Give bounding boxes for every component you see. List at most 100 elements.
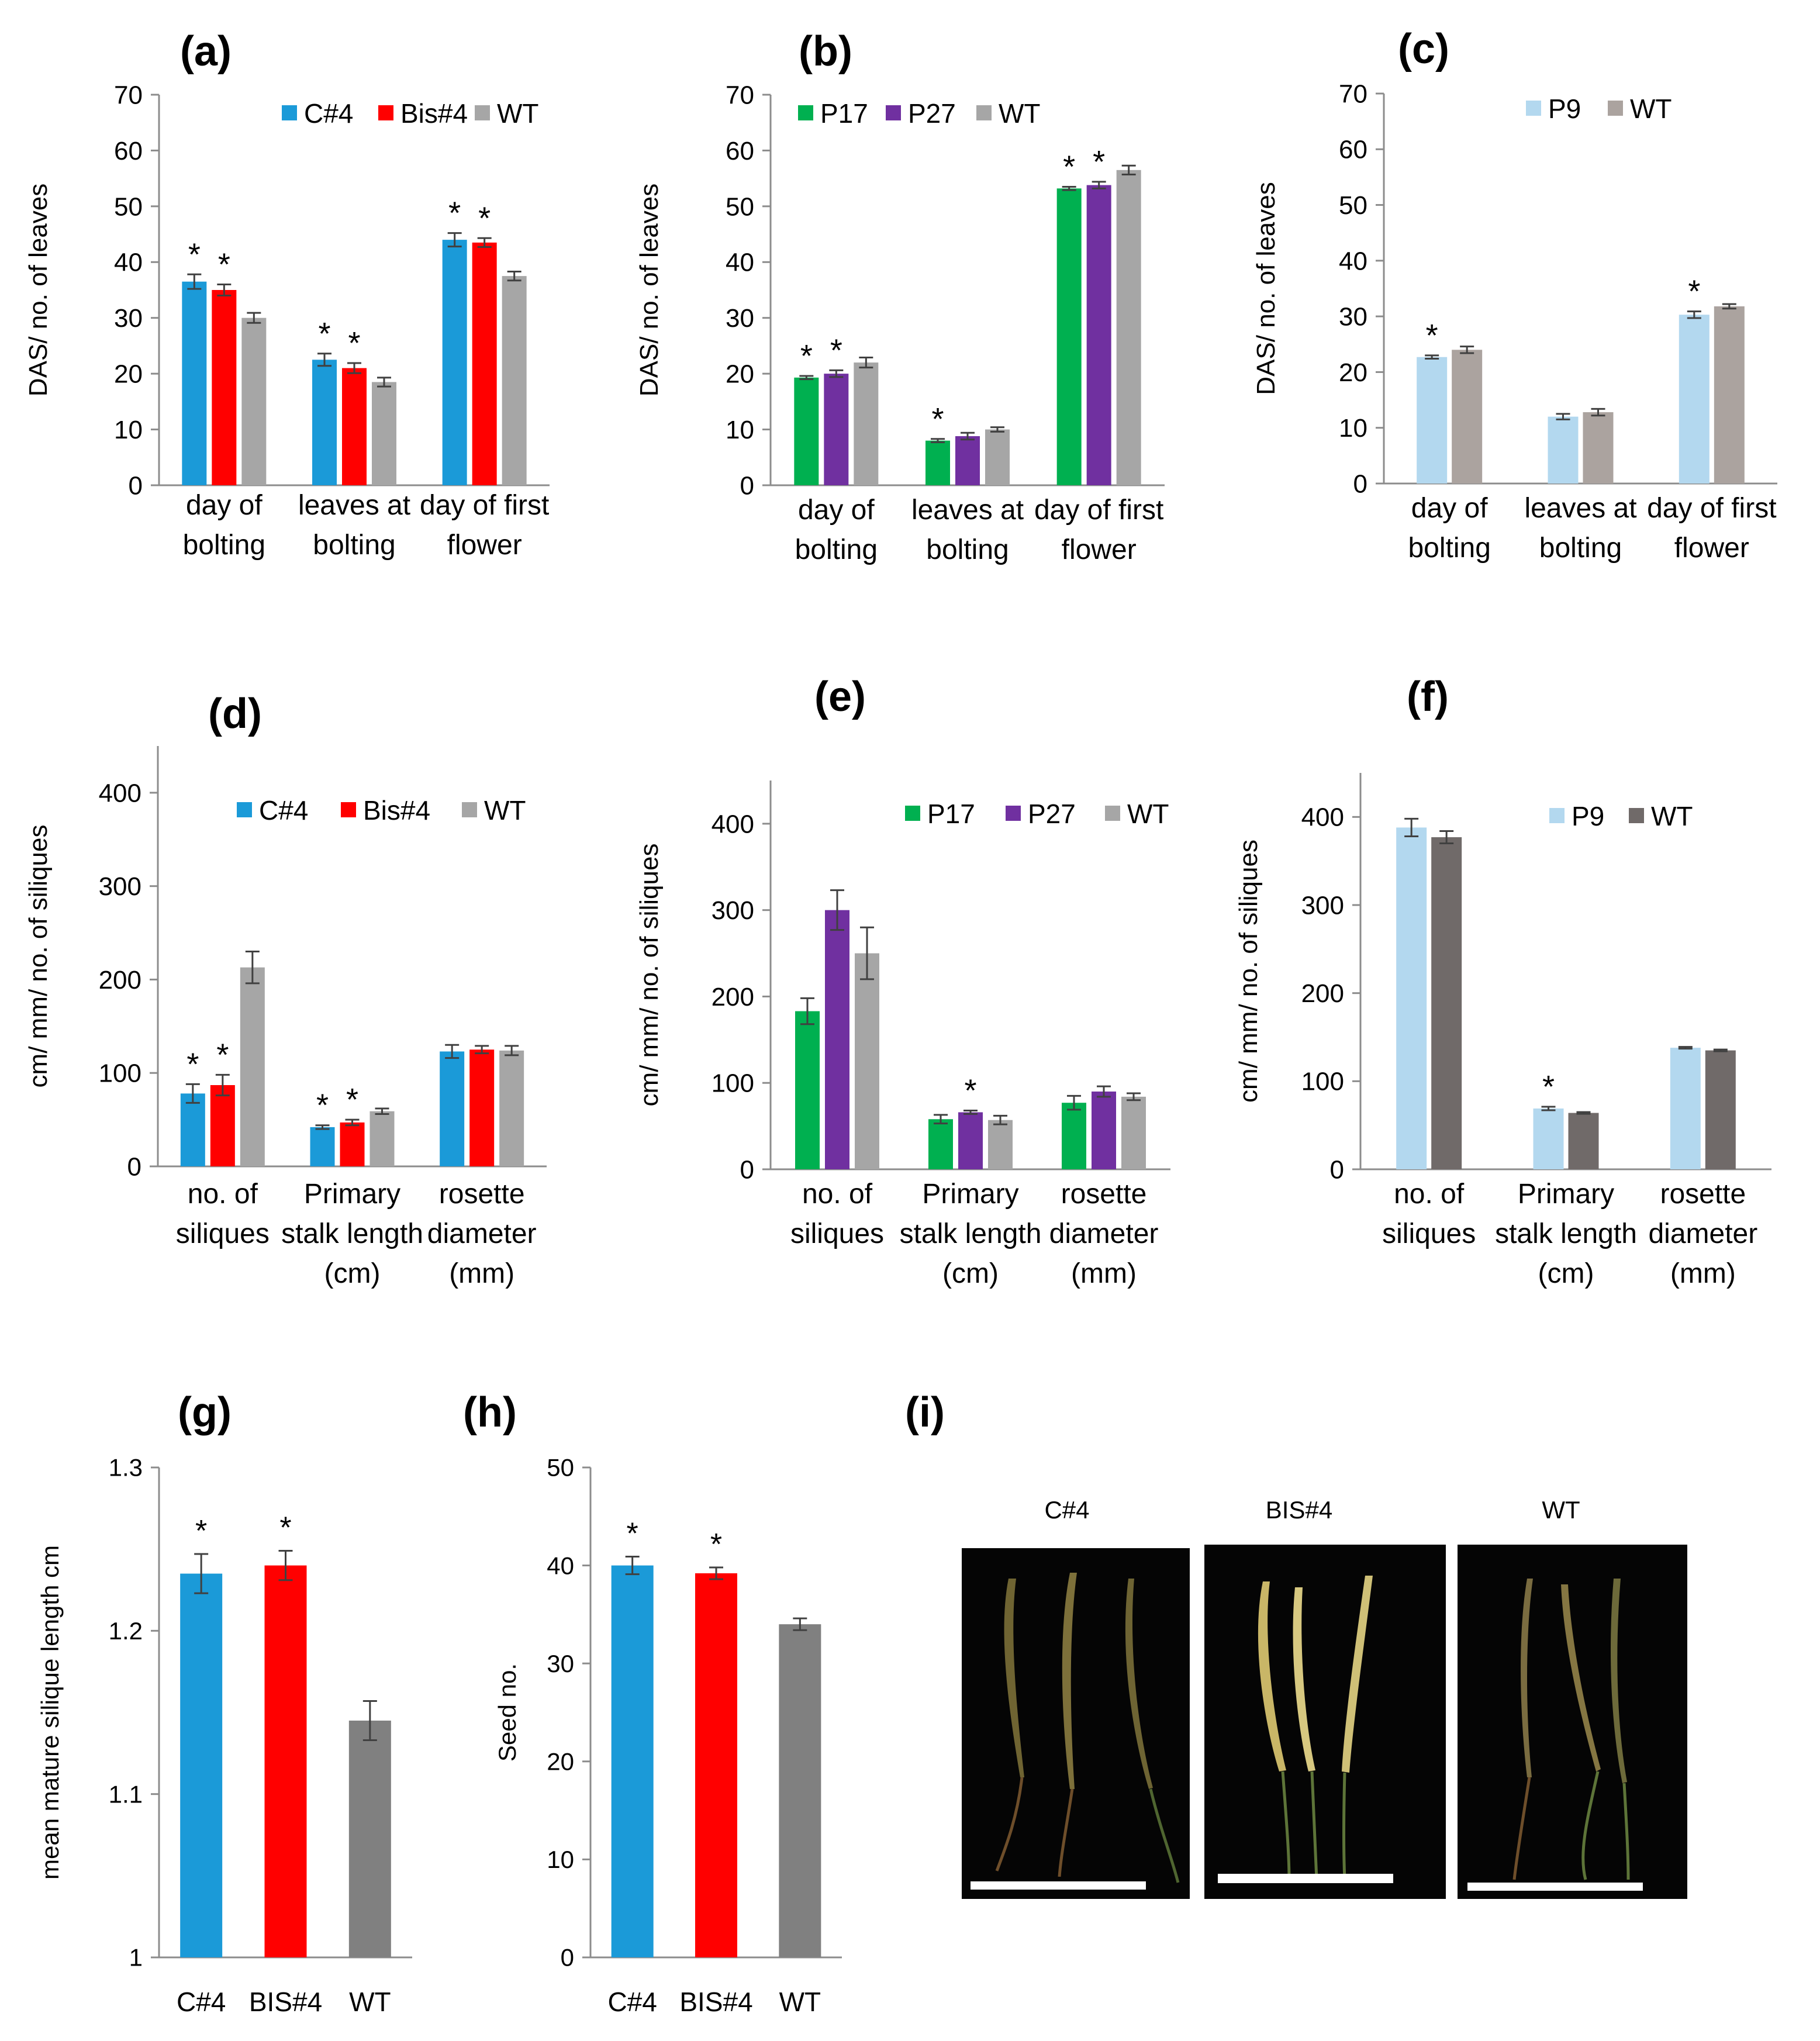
significance-star: * [830, 333, 842, 368]
photo-bis4 [1204, 1545, 1446, 1899]
legend-label: P27 [1028, 799, 1076, 829]
bar [795, 1011, 820, 1169]
significance-star: * [188, 237, 201, 272]
bar [264, 1565, 307, 1957]
y-axis-label: DAS/ no. of leaves [24, 184, 53, 396]
y-tick-label: 50 [726, 192, 754, 221]
x-tick-label: day of [1411, 493, 1488, 524]
legend-swatch [237, 802, 252, 817]
legend-swatch [886, 105, 901, 120]
x-tick-label: diameter [1049, 1218, 1159, 1249]
legend-swatch [1629, 808, 1644, 823]
scale-bar [971, 1881, 1146, 1890]
y-tick-label: 400 [712, 810, 754, 838]
x-tick-label: (cm) [324, 1258, 381, 1289]
significance-star: * [187, 1047, 199, 1082]
photo-label-wt: WT [1542, 1496, 1580, 1524]
legend-swatch [905, 806, 920, 821]
significance-star: * [346, 1082, 358, 1117]
legend-swatch [341, 802, 356, 817]
y-tick-label: 30 [726, 304, 754, 333]
bar [472, 242, 497, 485]
x-tick-label: (mm) [1071, 1258, 1137, 1289]
y-tick-label: 20 [726, 360, 754, 389]
y-axis-label: cm/ mm/ no. of siliques [635, 844, 664, 1107]
x-tick-label: siliques [1382, 1218, 1476, 1249]
significance-star: * [318, 316, 330, 351]
x-tick-label: diameter [427, 1218, 537, 1249]
significance-star: * [627, 1517, 638, 1551]
y-tick-label: 100 [1301, 1068, 1344, 1096]
panel-label: (d) [208, 690, 262, 737]
y-axis-label: mean mature silique length cm [36, 1545, 64, 1880]
y-tick-label: 0 [129, 471, 143, 500]
y-tick-label: 30 [1339, 303, 1367, 331]
y-tick-label: 10 [1339, 414, 1367, 443]
bar [1705, 1050, 1736, 1169]
bar [925, 440, 950, 485]
chart-g: (g) 1 1.1 1.2 1.3 mean mature silique length … [36, 1389, 412, 2017]
x-tick-label: leaves at [298, 490, 410, 521]
silique [1611, 1579, 1627, 1783]
bar [372, 382, 396, 485]
y-tick-label: 200 [1301, 979, 1344, 1008]
scale-bar [1218, 1874, 1393, 1883]
legend-label: WT [1127, 799, 1169, 829]
x-tick-label: no. of [188, 1179, 258, 1210]
bar [824, 374, 849, 485]
y-tick-label: 300 [1301, 891, 1344, 920]
bar [985, 429, 1010, 485]
y-tick-label: 70 [726, 81, 754, 109]
x-tick-label: Primary [1518, 1179, 1614, 1210]
bar [1417, 357, 1448, 484]
legend-swatch [798, 105, 813, 120]
legend-label: P9 [1548, 94, 1581, 124]
legend-swatch [462, 802, 477, 817]
significance-star: * [216, 1037, 229, 1072]
y-tick-label: 50 [114, 192, 143, 221]
x-tick-label: rosette [439, 1179, 525, 1210]
legend-label: WT [497, 98, 539, 129]
panel-label: (f) [1407, 674, 1449, 720]
bar [1121, 1096, 1146, 1169]
y-tick-label: 60 [114, 137, 143, 165]
bar [1396, 827, 1427, 1169]
silique [1293, 1587, 1315, 1771]
bar [825, 910, 849, 1169]
legend-swatch [378, 105, 393, 120]
x-tick-label: flower [1674, 533, 1749, 564]
y-tick-label: 10 [114, 416, 143, 444]
bar [695, 1573, 737, 1957]
x-tick-label: C#4 [607, 1987, 657, 2017]
bar [854, 362, 879, 485]
bar [502, 276, 527, 485]
y-axis-label: DAS/ no. of leaves [635, 184, 664, 396]
x-tick-label: (mm) [449, 1258, 514, 1289]
y-tick-label: 20 [547, 1748, 574, 1776]
x-tick-label: bolting [1539, 533, 1622, 564]
significance-star: * [316, 1088, 329, 1123]
legend-label: P27 [908, 98, 956, 129]
legend-label: Bis#4 [400, 98, 468, 129]
y-tick-label: 200 [712, 983, 754, 1011]
x-tick-label: day of first [1647, 493, 1776, 524]
silique-stalk [1581, 1771, 1600, 1880]
silique [1521, 1579, 1533, 1777]
bar [988, 1120, 1013, 1169]
x-tick-label: bolting [1408, 533, 1490, 564]
y-tick-label: 400 [1301, 803, 1344, 832]
y-tick-label: 20 [114, 360, 143, 389]
y-tick-label: 300 [99, 872, 141, 901]
x-tick-label: (mm) [1670, 1258, 1736, 1289]
y-tick-label: 40 [1339, 247, 1367, 275]
significance-star: * [218, 247, 230, 282]
y-tick-label: 70 [114, 81, 143, 109]
silique-stalk [1310, 1771, 1318, 1880]
photo-label-c4: C#4 [1044, 1496, 1089, 1524]
panel-label: (e) [814, 674, 866, 720]
y-tick-label: 0 [1330, 1155, 1344, 1184]
bar [1056, 188, 1082, 485]
significance-star: * [1688, 274, 1700, 309]
y-tick-label: 60 [726, 137, 754, 165]
panel-label: (g) [178, 1389, 232, 1436]
